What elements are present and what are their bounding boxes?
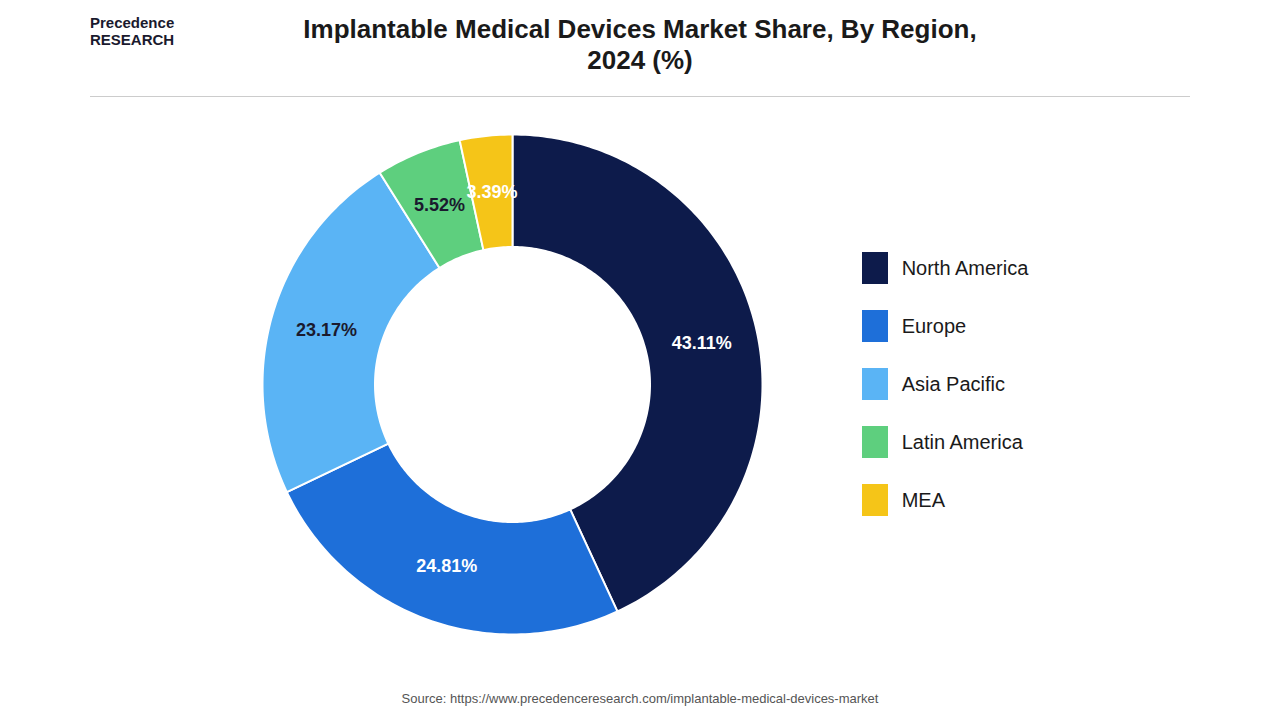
html-text:Asia Pacific: Asia Pacific — [901, 372, 1005, 395]
svg-text:24.81%: 24.81% — [416, 556, 477, 576]
html-text:MEA: MEA — [901, 488, 945, 511]
html-text:Latin America: Latin America — [901, 430, 1023, 453]
html-text:Europe: Europe — [901, 314, 967, 337]
html-text:Precedence RESEARCH: Precedence RESEARCH — [90, 14, 175, 49]
html-text:North America: North America — [901, 256, 1029, 279]
svg-text:43.11%: 43.11% — [671, 333, 731, 353]
html-text:Source: https://www.precedence: Source: https://www.precedenceresearch.c… — [401, 691, 879, 706]
svg-text:5.52%: 5.52% — [414, 195, 465, 215]
html-text:Implantable Medical Devices Ma: Implantable Medical Devices Market Share… — [303, 14, 977, 76]
svg-text:23.17%: 23.17% — [296, 320, 357, 340]
svg-text:3.39%: 3.39% — [466, 182, 517, 202]
